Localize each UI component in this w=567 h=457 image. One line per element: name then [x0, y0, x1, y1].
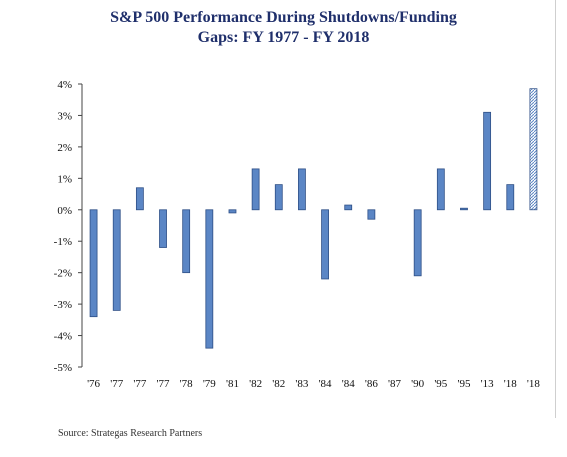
chart-title-line-2: Gaps: FY 1977 - FY 2018 — [197, 29, 370, 46]
y-tick-label: -5% — [54, 362, 72, 374]
x-tick-label: '86 — [365, 378, 378, 390]
x-tick-label: '81 — [226, 378, 239, 390]
y-tick-label: -4% — [54, 331, 72, 343]
bar — [367, 209, 376, 220]
x-tick-label: '79 — [203, 378, 216, 390]
bar — [251, 168, 260, 211]
y-tick-label: 2% — [57, 142, 72, 154]
bar — [135, 187, 144, 211]
x-tick-label: '76 — [87, 378, 100, 390]
bar — [159, 209, 167, 248]
bar — [321, 209, 329, 280]
x-tick-label: '95 — [434, 378, 447, 390]
chart-title: S&P 500 Performance During Shutdowns/Fun… — [0, 8, 567, 48]
x-tick-label: '13 — [481, 378, 494, 390]
y-tick-label: 3% — [57, 110, 72, 122]
x-tick-label: '95 — [457, 378, 470, 390]
bar — [89, 209, 98, 318]
bar-chart: 4% 3% 2% 1% 0% -1% -2% -3% -4% -5% '76 '77 '77 '77 '7… — [54, 79, 541, 390]
y-tick-label: 1% — [57, 173, 72, 185]
x-tick-label: '84 — [342, 378, 355, 390]
source-note: Source: Strategas Research Partners — [58, 428, 203, 439]
x-tick-label: '83 — [295, 378, 308, 390]
x-tick-label: '90 — [411, 378, 424, 390]
x-tick-label: '87 — [388, 378, 401, 390]
bar — [436, 168, 445, 211]
bar — [112, 209, 121, 311]
bar — [460, 207, 468, 211]
x-tick-label: '77 — [157, 378, 170, 390]
chart-title-line-1: S&P 500 Performance During Shutdowns/Fun… — [110, 9, 457, 26]
bar — [413, 209, 422, 277]
bar — [344, 204, 353, 211]
y-tick-label: -1% — [54, 236, 72, 248]
bar — [506, 184, 515, 211]
bar — [182, 209, 191, 274]
bar — [483, 111, 492, 211]
y-tick-label: 4% — [57, 79, 72, 91]
y-tick-label: -3% — [54, 299, 72, 311]
bar — [205, 209, 214, 349]
y-tick-label: -2% — [54, 268, 72, 280]
right-border-line — [555, 0, 556, 418]
bar — [228, 209, 237, 214]
y-tick-label: 0% — [57, 205, 72, 217]
x-tick-label: '78 — [180, 378, 193, 390]
x-tick-label: '82 — [272, 378, 285, 390]
bar-highlighted — [529, 88, 538, 211]
x-tick-label: '77 — [133, 378, 146, 390]
x-tick-label: '82 — [249, 378, 262, 390]
bar — [298, 168, 306, 211]
bar — [274, 184, 283, 211]
x-tick-label: '84 — [319, 378, 332, 390]
x-tick-label: '77 — [110, 378, 123, 390]
x-tick-label: '18 — [527, 378, 540, 390]
x-tick-label: '18 — [504, 378, 517, 390]
